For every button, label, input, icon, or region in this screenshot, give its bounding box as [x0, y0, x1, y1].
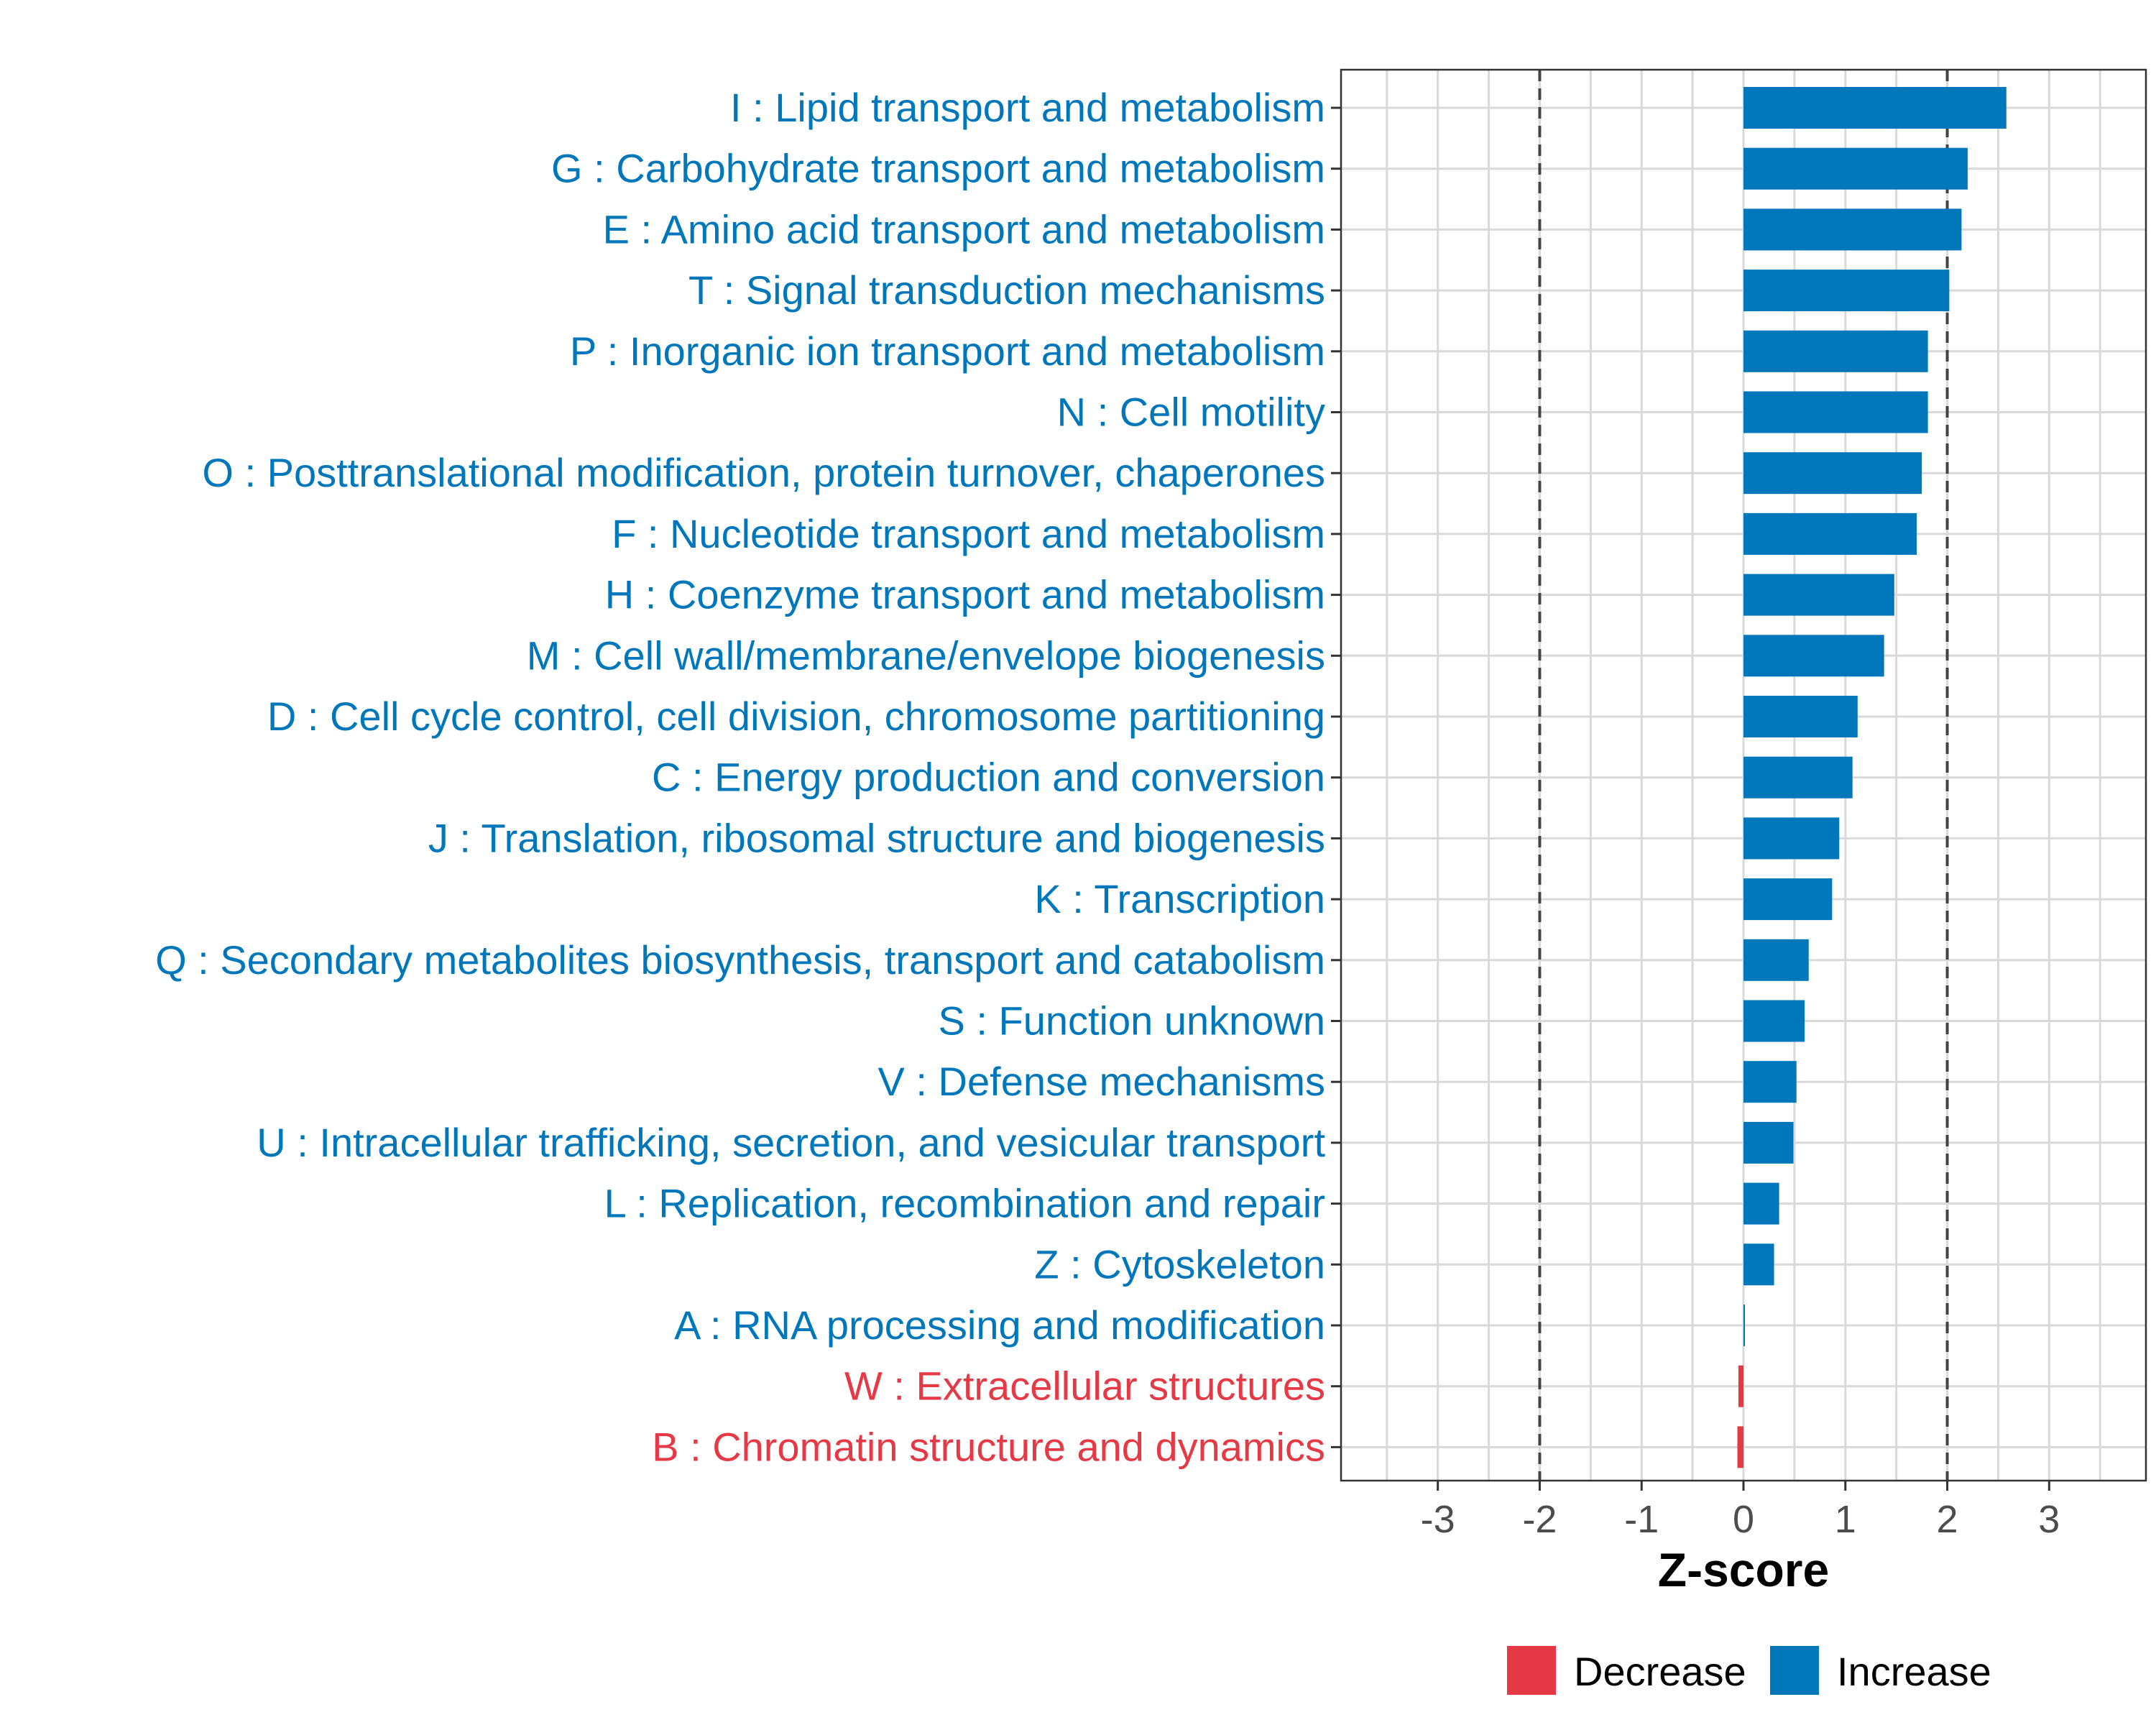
category-label: V : Defense mechanisms: [878, 1059, 1325, 1104]
bar: [1743, 1000, 1805, 1042]
x-axis-ticks: [1437, 1481, 2050, 1491]
category-label: M : Cell wall/membrane/envelope biogenes…: [527, 632, 1325, 678]
bar: [1743, 330, 1928, 372]
legend-label: Decrease: [1574, 1649, 1746, 1694]
category-label: N : Cell motility: [1057, 390, 1325, 435]
bar: [1743, 817, 1840, 860]
category-label: Z : Cytoskeleton: [1034, 1241, 1325, 1287]
legend-key: [1770, 1646, 1819, 1695]
category-label: P : Inorganic ion transport and metaboli…: [570, 328, 1325, 374]
bar: [1743, 635, 1884, 677]
category-label: W : Extracellular structures: [844, 1363, 1325, 1409]
bar: [1743, 939, 1809, 981]
bar: [1743, 147, 1968, 190]
category-label: B : Chromatin structure and dynamics: [652, 1424, 1325, 1469]
bar: [1743, 1243, 1774, 1286]
x-axis-labels: -3 -2 -1 0 1 2 3: [1421, 1498, 2060, 1541]
bars: [1737, 87, 2007, 1468]
bar: [1743, 452, 1922, 494]
bar: [1743, 574, 1894, 616]
category-label: J : Translation, ribosomal structure and…: [428, 815, 1325, 860]
x-tick-label: -2: [1522, 1498, 1557, 1541]
y-axis-labels: I : Lipid transport and metabolism G : Ca…: [155, 85, 1325, 1469]
bar: [1743, 756, 1853, 799]
category-label: Q : Secondary metabolites biosynthesis, …: [155, 937, 1325, 983]
bar: [1743, 696, 1858, 737]
category-label: L : Replication, recombination and repai…: [604, 1181, 1325, 1226]
bar: [1743, 270, 1950, 312]
category-label: A : RNA processing and modification: [674, 1302, 1325, 1348]
category-label: C : Energy production and conversion: [652, 755, 1325, 800]
x-axis-title: Z-score: [1658, 1543, 1829, 1596]
x-tick-label: 0: [1733, 1498, 1754, 1541]
category-label: I : Lipid transport and metabolism: [730, 85, 1325, 130]
x-tick-label: 1: [1835, 1498, 1856, 1541]
category-label: S : Function unknown: [938, 998, 1325, 1044]
bar: [1743, 391, 1928, 433]
category-label: E : Amino acid transport and metabolism: [603, 206, 1325, 252]
category-label: H : Coenzyme transport and metabolism: [605, 572, 1325, 617]
category-label: D : Cell cycle control, cell division, c…: [267, 694, 1325, 739]
bar: [1743, 87, 2007, 129]
bar: [1743, 1121, 1794, 1164]
legend-label: Increase: [1837, 1649, 1991, 1694]
x-tick-label: -3: [1421, 1498, 1455, 1541]
category-label: K : Transcription: [1034, 876, 1325, 921]
legend-key: [1507, 1646, 1556, 1695]
bar: [1743, 878, 1833, 921]
bar: [1743, 1182, 1779, 1225]
category-label: U : Intracellular trafficking, secretion…: [257, 1120, 1325, 1165]
bar: [1743, 1305, 1745, 1346]
bar: [1743, 1061, 1797, 1103]
category-label: O : Posttranslational modification, prot…: [202, 450, 1325, 495]
x-tick-label: -1: [1624, 1498, 1659, 1541]
category-label: G : Carbohydrate transport and metabolis…: [551, 146, 1325, 191]
legend: Decrease Increase: [1507, 1646, 1991, 1695]
bar: [1737, 1426, 1743, 1468]
bar: [1743, 208, 1962, 251]
x-tick-label: 3: [2038, 1498, 2060, 1541]
category-label: F : Nucleotide transport and metabolism: [612, 511, 1325, 556]
category-label: T : Signal transduction mechanisms: [688, 267, 1325, 313]
x-tick-label: 2: [1937, 1498, 1958, 1541]
bar: [1738, 1365, 1743, 1407]
bar: [1743, 512, 1917, 555]
y-axis-ticks: [1331, 106, 1341, 1448]
